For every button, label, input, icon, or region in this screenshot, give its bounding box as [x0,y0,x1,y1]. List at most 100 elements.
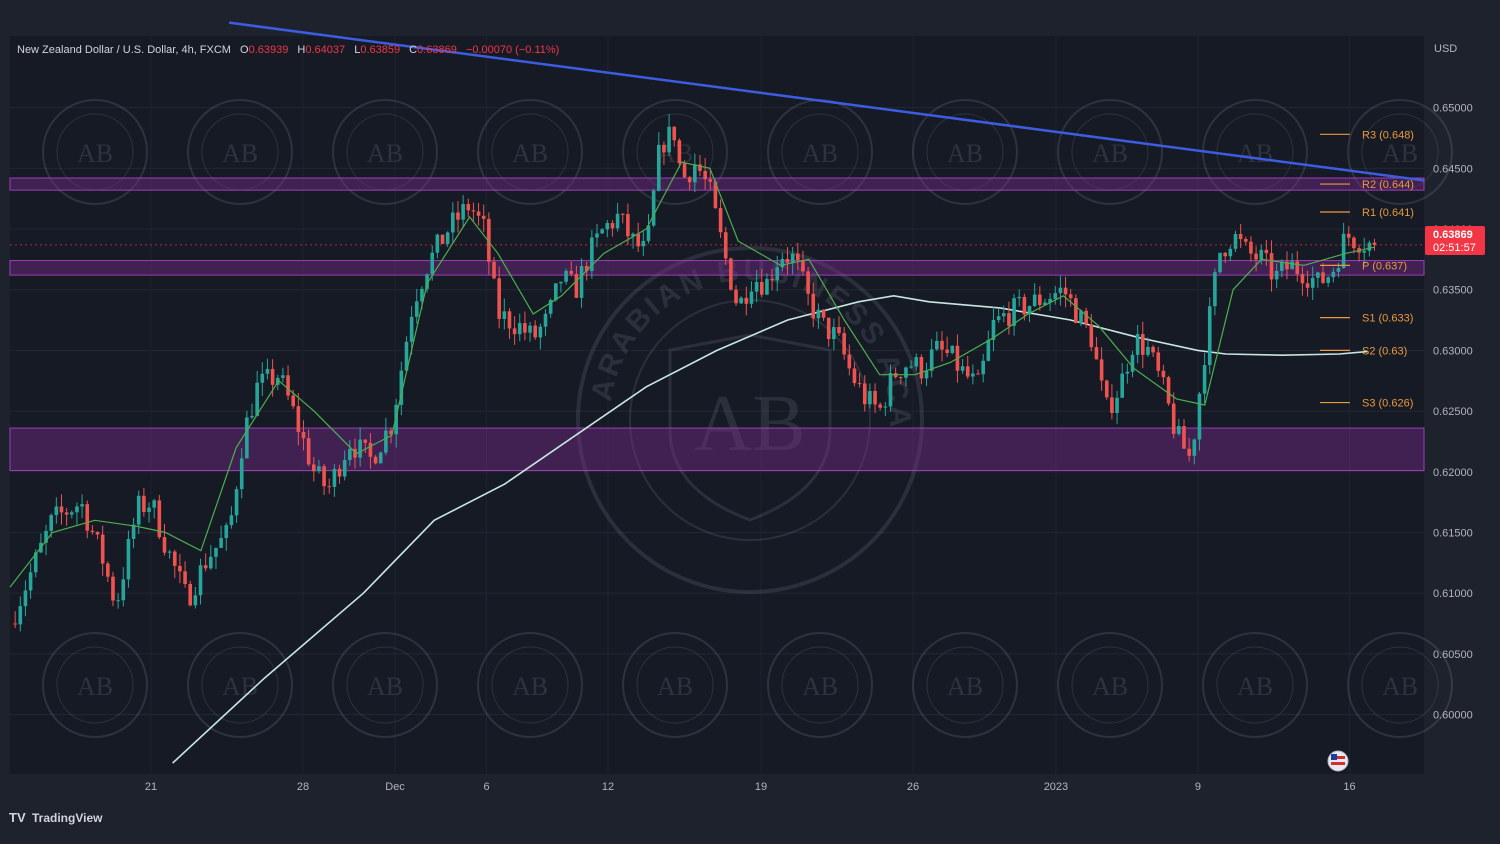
candle-252 [1310,266,1315,300]
time-axis[interactable]: 21 28 Dec 6 12 19 26 2023 9 16 [145,781,1356,793]
candle-87 [461,195,465,228]
watermark-ring [187,632,293,738]
candle-77 [409,306,414,355]
candle-259 [1346,226,1351,247]
x-tick-label-0: 21 [145,781,157,793]
candle-236 [1228,245,1233,262]
candle-body [1099,359,1104,381]
y-tick-label-8: 0.61000 [1433,588,1473,600]
candle-136 [713,179,718,209]
candle-body [28,572,33,591]
candle-57 [306,429,311,467]
candle-body [1305,283,1310,288]
watermark-letters: AB [1382,672,1418,701]
sma-line-group [172,294,1368,764]
candle-body [23,590,28,607]
candle-body [18,606,23,625]
candle-256 [1331,267,1336,283]
candle-body [229,515,234,526]
candle-body [600,229,604,234]
pivot-label-6: S3 (0.626) [1362,398,1413,410]
candle-204 [1063,276,1068,308]
candle-10 [64,507,69,526]
watermark-inner-ring [1071,646,1149,724]
watermark-letters: AB [1237,139,1273,168]
legend-symbol: New Zealand Dollar / U.S. Dollar, 4h, FX… [17,44,231,56]
candle-92 [487,212,491,275]
candle-153 [801,250,805,276]
candle-body [574,274,579,298]
candle-253 [1316,271,1320,288]
candle-body [785,258,790,263]
candle-body [1135,334,1140,355]
candle-body [1063,287,1068,295]
candle-245 [1274,263,1279,289]
candle-180 [940,331,944,362]
candle-body [543,313,548,327]
candle-body [1218,252,1222,273]
candle-131 [687,175,692,191]
candle-body [713,181,718,209]
candle-body [332,468,337,487]
candle-body [832,327,836,340]
candle-body [44,530,48,543]
candle-118 [620,213,625,224]
candle-134 [703,158,707,190]
candle-body [1104,380,1109,398]
watermark-ring [42,99,148,205]
candle-body [1295,261,1300,275]
pivot-label-3: P (0.637) [1362,260,1407,272]
legend-text: New Zealand Dollar / U.S. Dollar, 4h, FX… [17,44,559,56]
candle-18 [106,561,110,583]
candle-251 [1305,270,1310,297]
pivot-label-2: R1 (0.641) [1362,207,1414,219]
plot-background [10,36,1424,774]
current-price-tag: 0.63869 02:51:57 [1425,226,1485,255]
candle-body [471,210,476,212]
candle-36 [198,558,203,605]
candle-254 [1321,263,1325,285]
candle-240 [1249,236,1253,262]
candle-body [559,281,563,284]
candle-body [1027,306,1032,315]
candle-body [662,144,666,153]
candle-body [384,430,388,453]
watermark-logo-6: AB [912,99,1018,205]
watermark-letters: AB [1237,672,1273,701]
candle-208 [1084,307,1088,328]
candle-body [1146,346,1150,355]
candle-body [878,404,882,408]
candle-115 [605,220,610,238]
tradingview-logo[interactable]: TV TradingView [9,810,103,825]
watermark-letters: AB [1092,672,1128,701]
candle-14 [85,500,90,539]
candle-63 [337,464,342,484]
candle-152 [796,242,800,271]
candle-body [512,328,517,335]
candle-body [564,270,568,282]
candle-body [1352,237,1356,249]
candle-body [224,525,229,539]
candle-255 [1326,276,1330,287]
candle-168 [878,402,882,411]
candle-185 [965,355,970,380]
candle-19 [111,571,115,607]
flag-icon[interactable] [1327,750,1349,772]
watermark-ring [622,632,728,738]
candle-40 [219,525,223,549]
price-tag-value: 0.63869 [1433,229,1473,241]
x-tick-label-3: 6 [483,781,489,793]
watermark-letters: AB [367,139,403,168]
candle-body [317,466,321,472]
candle-30 [167,549,172,559]
candle-body [1341,233,1346,269]
candle-174 [909,360,913,369]
candle-216 [1125,363,1130,384]
candle-body [754,281,759,292]
candle-225 [1171,392,1176,439]
candle-body [801,259,805,272]
candle-11 [69,510,74,519]
candle-body [152,500,156,508]
candle-body [554,283,558,300]
